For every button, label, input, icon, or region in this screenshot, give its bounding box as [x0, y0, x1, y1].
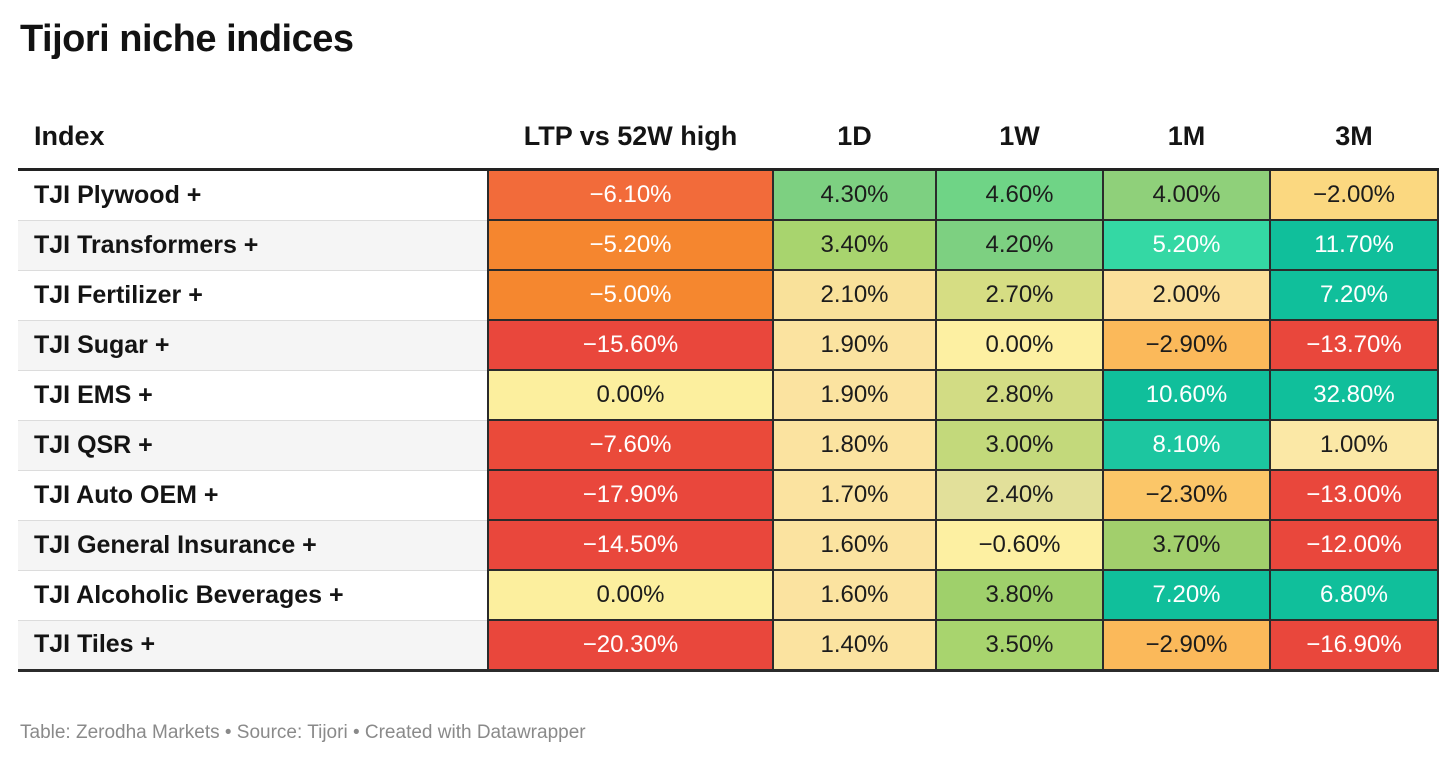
heat-cell: −16.90%: [1269, 620, 1439, 672]
heat-cell: 7.20%: [1102, 570, 1271, 621]
heat-cell: 0.00%: [487, 370, 774, 421]
column-header[interactable]: LTP vs 52W high: [488, 104, 773, 171]
heat-cell: 10.60%: [1102, 370, 1271, 421]
table-row: TJI Fertilizer + −5.00% 2.10% 2.70% 2.00% 7.2…: [18, 270, 1439, 321]
footer-source: Table: Zerodha Markets • Source: Tijori …: [20, 722, 586, 743]
heat-cell: 0.00%: [935, 320, 1104, 371]
heat-cell: −13.70%: [1269, 320, 1439, 371]
heat-cell: −2.00%: [1269, 168, 1439, 221]
table-row: TJI General Insurance + −14.50% 1.60% −0.60…: [18, 520, 1439, 571]
heat-cell: 3.80%: [935, 570, 1104, 621]
heat-cell: 3.40%: [772, 220, 937, 271]
heat-cell: 1.70%: [772, 470, 937, 521]
heat-cell: −15.60%: [487, 320, 774, 371]
heat-cell: 8.10%: [1102, 420, 1271, 471]
table-row: TJI Auto OEM + −17.90% 1.70% 2.40% −2.30% −13…: [18, 470, 1439, 521]
heat-cell: −7.60%: [487, 420, 774, 471]
heat-cell: 7.20%: [1269, 270, 1439, 321]
index-name-cell: TJI Alcoholic Beverages +: [18, 570, 488, 621]
heat-cell: 3.50%: [935, 620, 1104, 672]
heat-cell: 4.60%: [935, 168, 1104, 221]
heat-cell: 11.70%: [1269, 220, 1439, 271]
heat-cell: −2.30%: [1102, 470, 1271, 521]
heat-cell: 4.30%: [772, 168, 937, 221]
heat-cell: 3.70%: [1102, 520, 1271, 571]
heat-cell: −5.00%: [487, 270, 774, 321]
heat-cell: −13.00%: [1269, 470, 1439, 521]
index-name-cell: TJI Plywood +: [18, 169, 488, 221]
heat-cell: 1.00%: [1269, 420, 1439, 471]
heat-cell: 1.60%: [772, 520, 937, 571]
heat-cell: 1.80%: [772, 420, 937, 471]
table-row: TJI EMS +0.00% 1.90% 2.80% 10.60% 32.80%: [18, 370, 1439, 421]
heat-cell: −5.20%: [487, 220, 774, 271]
heat-cell: 1.60%: [772, 570, 937, 621]
heat-cell: 5.20%: [1102, 220, 1271, 271]
heat-cell: −17.90%: [487, 470, 774, 521]
chart-title: Tijori niche indices: [20, 18, 354, 60]
table-row: TJI Plywood + −6.10% 4.30% 4.60% 4.00% −2.00%: [18, 168, 1439, 221]
table-row: TJI Sugar + −15.60% 1.90% 0.00% −2.90% −13.70…: [18, 320, 1439, 371]
heat-cell: −12.00%: [1269, 520, 1439, 571]
header-row: Index LTP vs 52W high 1D 1W 1M 3M: [18, 104, 1438, 171]
heat-cell: 4.20%: [935, 220, 1104, 271]
heat-cell: 32.80%: [1269, 370, 1439, 421]
column-header[interactable]: 1D: [773, 104, 936, 171]
heat-cell: −2.90%: [1102, 620, 1271, 672]
index-name-cell: TJI General Insurance +: [18, 520, 488, 571]
heat-cell: 2.10%: [772, 270, 937, 321]
heat-cell: 2.40%: [935, 470, 1104, 521]
heat-cell: 2.00%: [1102, 270, 1271, 321]
table-header: Index LTP vs 52W high 1D 1W 1M 3M: [18, 104, 1438, 171]
index-name-cell: TJI EMS +: [18, 370, 488, 421]
table-body: TJI Plywood + −6.10% 4.30% 4.60% 4.00% −2.00%…: [18, 168, 1439, 672]
heat-cell: 1.40%: [772, 620, 937, 672]
index-name-cell: TJI Sugar +: [18, 320, 488, 371]
table-row: TJI Transformers + −5.20% 3.40% 4.20% 5.20% 1…: [18, 220, 1439, 271]
heat-cell: −0.60%: [935, 520, 1104, 571]
heatmap-table: Index LTP vs 52W high 1D 1W 1M 3M TJI Pl…: [18, 104, 1439, 672]
heat-cell: 2.80%: [935, 370, 1104, 421]
heat-cell: −6.10%: [487, 168, 774, 221]
heat-cell: 2.70%: [935, 270, 1104, 321]
index-name-cell: TJI Fertilizer +: [18, 270, 488, 321]
index-name-cell: TJI Tiles +: [18, 620, 488, 672]
heat-cell: 0.00%: [487, 570, 774, 621]
heat-cell: 1.90%: [772, 320, 937, 371]
column-header[interactable]: 3M: [1270, 104, 1438, 171]
heat-cell: −2.90%: [1102, 320, 1271, 371]
column-header[interactable]: Index: [18, 104, 488, 171]
heat-cell: −20.30%: [487, 620, 774, 672]
table-row: TJI Tiles + −20.30% 1.40% 3.50% −2.90% −16.90…: [18, 620, 1439, 672]
table-row: TJI QSR + −7.60% 1.80% 3.00% 8.10% 1.00%: [18, 420, 1439, 471]
index-name-cell: TJI Transformers +: [18, 220, 488, 271]
heat-cell: −14.50%: [487, 520, 774, 571]
column-header[interactable]: 1W: [936, 104, 1103, 171]
index-name-cell: TJI Auto OEM +: [18, 470, 488, 521]
heat-cell: 6.80%: [1269, 570, 1439, 621]
heat-cell: 4.00%: [1102, 168, 1271, 221]
heat-cell: 1.90%: [772, 370, 937, 421]
table-row: TJI Alcoholic Beverages +0.00% 1.60% 3.80%…: [18, 570, 1439, 621]
heat-cell: 3.00%: [935, 420, 1104, 471]
index-name-cell: TJI QSR +: [18, 420, 488, 471]
column-header[interactable]: 1M: [1103, 104, 1270, 171]
